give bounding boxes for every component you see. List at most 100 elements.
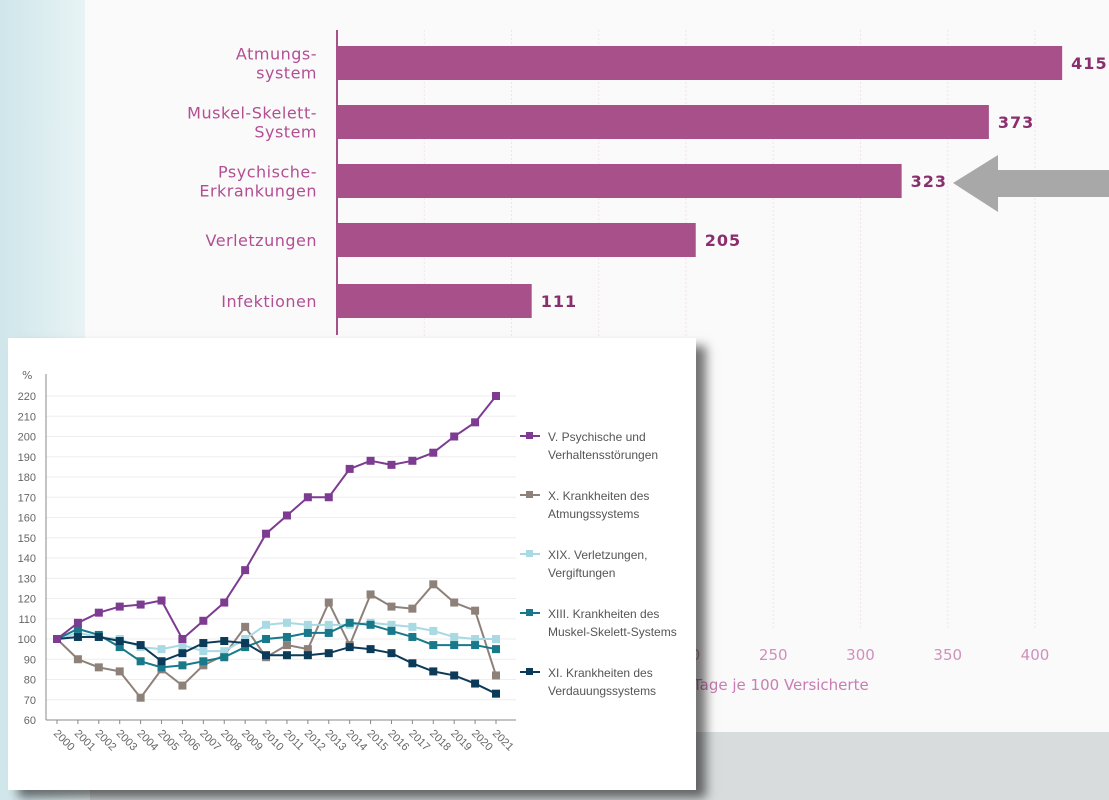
y-tick-label: 120 — [18, 594, 36, 606]
bar-value-label: 373 — [998, 113, 1034, 132]
data-point — [408, 456, 417, 465]
series-line — [56, 395, 497, 641]
data-point — [387, 460, 396, 469]
y-tick-label: 210 — [18, 411, 36, 423]
x-tick-label: 2012 — [302, 728, 328, 754]
legend-label-line: XI. Krankheiten des — [548, 666, 653, 680]
data-point — [241, 635, 250, 643]
data-point — [282, 632, 291, 641]
data-point — [94, 632, 103, 641]
data-point — [471, 418, 480, 427]
data-point — [303, 620, 312, 629]
legend-label-line: XIX. Verletzungen, — [548, 548, 648, 562]
data-point — [157, 596, 166, 605]
data-point — [450, 671, 459, 680]
data-point — [262, 620, 271, 629]
data-point — [178, 661, 187, 670]
y-tick-label: 110 — [18, 614, 36, 626]
series-0 — [53, 392, 500, 643]
x-tick-label: 2019 — [448, 728, 474, 754]
data-point — [450, 641, 459, 650]
data-point — [53, 635, 61, 643]
bar — [338, 46, 1063, 80]
data-point — [262, 651, 271, 660]
y-axis-label: % — [22, 369, 32, 382]
legend-swatch — [520, 609, 540, 616]
legend-item: X. Krankheiten des Atmungssystems — [520, 487, 718, 523]
bar-value-label: 205 — [705, 231, 741, 250]
data-point — [471, 635, 480, 643]
y-tick-label: 60 — [24, 715, 36, 727]
legend-label: XIII. Krankheiten des Muskel-Skelett-Syst… — [548, 605, 718, 641]
data-point — [220, 647, 229, 656]
legend-swatch — [520, 491, 540, 498]
legend-item: XI. Krankheiten des Verdauungssystems — [520, 664, 718, 700]
data-point — [450, 598, 459, 607]
data-point — [178, 649, 187, 658]
x-tick-label: 2008 — [218, 728, 244, 754]
data-point — [115, 643, 124, 652]
legend-label-line: Verhaltensstörungen — [548, 448, 659, 462]
legend-label-line: XIII. Krankheiten des — [548, 607, 660, 621]
data-point — [429, 641, 438, 650]
data-point — [429, 448, 438, 457]
data-point — [492, 392, 500, 400]
x-tick-label: 2011 — [281, 728, 306, 753]
x-tick-label: 2007 — [197, 728, 223, 754]
data-point — [324, 493, 333, 502]
y-tick-label: 180 — [18, 472, 36, 484]
x-tick-label: 2006 — [176, 728, 202, 754]
legend-label-line: V. Psychische und — [548, 430, 646, 444]
x-tick-label: 2002 — [93, 728, 119, 754]
x-tick-label: 400 — [1021, 646, 1050, 664]
data-point — [220, 598, 229, 607]
legend-label: XIX. Verletzungen, Vergiftungen — [548, 546, 718, 582]
x-tick-label: 300 — [846, 646, 875, 664]
data-point — [366, 590, 375, 599]
x-tick-label: 2000 — [51, 728, 77, 754]
data-point — [73, 632, 82, 641]
data-point — [73, 624, 82, 633]
bar — [338, 105, 989, 139]
x-tick-label: 2010 — [260, 728, 286, 754]
y-tick-label: 100 — [18, 634, 36, 646]
data-point — [387, 602, 396, 611]
bar-value-label: 323 — [911, 172, 947, 191]
y-tick-label: 200 — [18, 432, 36, 444]
x-tick-label: 2005 — [155, 728, 181, 754]
legend-label-line: Verdauungssystems — [548, 684, 657, 698]
legend-label: V. Psychische und Verhaltensstörungen — [548, 428, 718, 464]
data-point — [303, 645, 312, 654]
legend-label-line: Atmungssystems — [548, 507, 640, 521]
data-point — [303, 493, 312, 502]
x-tick-label: 2004 — [134, 728, 160, 754]
x-tick-label: 2013 — [323, 728, 349, 754]
category-label: Verletzungen — [205, 231, 317, 250]
y-tick-label: 70 — [24, 695, 36, 707]
bar — [338, 223, 696, 257]
category-label: Psychische-Erkrankungen — [199, 163, 317, 201]
x-tick-label: 2018 — [427, 728, 453, 754]
data-point — [429, 667, 438, 676]
x-tick-label: 2009 — [239, 728, 265, 754]
data-point — [157, 645, 166, 654]
data-point — [136, 641, 145, 650]
data-point — [262, 529, 271, 538]
data-point — [366, 620, 375, 629]
data-point — [262, 635, 271, 643]
bar — [338, 284, 532, 318]
legend-swatch — [520, 432, 540, 439]
category-label: Atmungs-system — [236, 45, 317, 83]
data-point — [199, 657, 208, 666]
x-tick-label: 2015 — [364, 728, 390, 754]
data-point — [366, 456, 375, 465]
legend-item: V. Psychische und Verhaltensstörungen — [520, 428, 718, 464]
line-chart-panel: 60 70 80 90 100 110 120 130 140 150 160 170 180 190 20… — [8, 338, 696, 790]
legend-swatch — [520, 668, 540, 675]
data-point — [345, 464, 354, 473]
data-point — [241, 622, 250, 631]
data-point — [408, 659, 417, 668]
x-tick-label: 2016 — [385, 728, 411, 754]
series-3 — [53, 618, 500, 672]
data-point — [178, 641, 187, 650]
